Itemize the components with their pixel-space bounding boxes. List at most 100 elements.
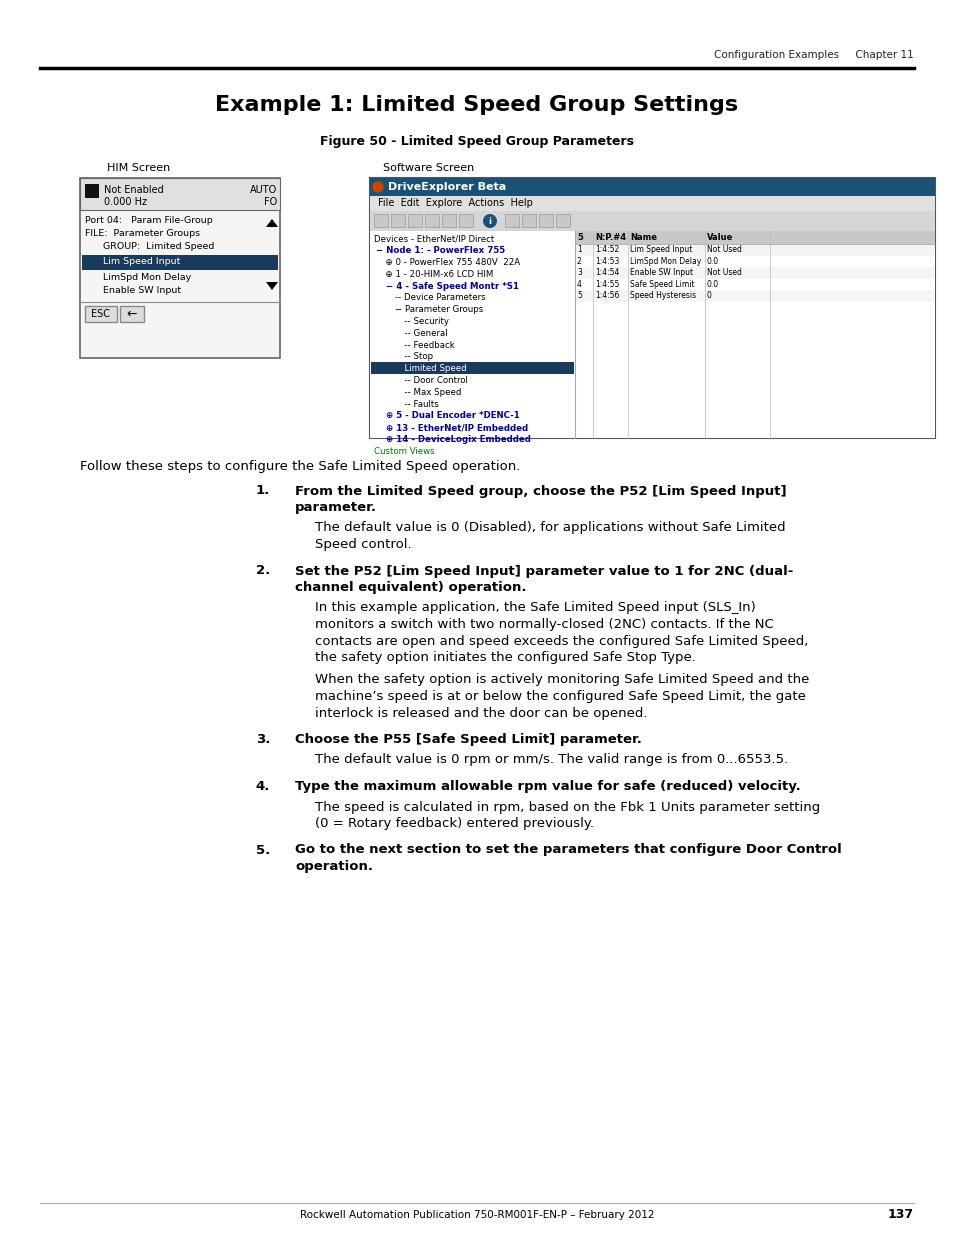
Text: Follow these steps to configure the Safe Limited Speed operation.: Follow these steps to configure the Safe… xyxy=(80,459,519,473)
Bar xyxy=(575,290,934,301)
Text: N:P.#4: N:P.#4 xyxy=(595,233,625,242)
Text: Set the P52 [Lim Speed Input] parameter value to 1 for 2NC (dual-: Set the P52 [Lim Speed Input] parameter … xyxy=(294,564,793,578)
Text: monitors a switch with two normally-closed (2NC) contacts. If the NC: monitors a switch with two normally-clos… xyxy=(314,618,773,631)
Text: Limited Speed: Limited Speed xyxy=(388,364,466,373)
Bar xyxy=(575,279,934,290)
Text: 1:4:56: 1:4:56 xyxy=(595,291,618,300)
Text: 1:4:54: 1:4:54 xyxy=(595,268,618,277)
Text: parameter.: parameter. xyxy=(294,501,376,514)
Text: 5.: 5. xyxy=(255,844,270,857)
Text: 2: 2 xyxy=(577,257,581,266)
Text: Example 1: Limited Speed Group Settings: Example 1: Limited Speed Group Settings xyxy=(215,95,738,115)
Bar xyxy=(85,306,117,322)
Bar xyxy=(391,214,405,227)
Text: Name: Name xyxy=(629,233,657,242)
Text: Lim Speed Input: Lim Speed Input xyxy=(629,246,692,254)
Text: ⊕ 0 - PowerFlex 755 480V  22A: ⊕ 0 - PowerFlex 755 480V 22A xyxy=(379,258,519,267)
Text: -- Feedback: -- Feedback xyxy=(388,341,455,350)
Polygon shape xyxy=(266,282,277,290)
Text: 0.0: 0.0 xyxy=(706,280,719,289)
Text: -- Max Speed: -- Max Speed xyxy=(388,388,461,396)
Text: ESC: ESC xyxy=(91,309,111,319)
Text: File  Edit  Explore  Actions  Help: File Edit Explore Actions Help xyxy=(377,199,533,209)
Bar xyxy=(575,231,934,438)
Text: Speed Hysteresis: Speed Hysteresis xyxy=(629,291,696,300)
Text: ←: ← xyxy=(127,308,137,321)
Text: ⊕ 1 - 20-HIM-x6 LCD HIM: ⊕ 1 - 20-HIM-x6 LCD HIM xyxy=(379,269,493,279)
Text: channel equivalent) operation.: channel equivalent) operation. xyxy=(294,580,526,594)
Text: i: i xyxy=(488,216,491,226)
Text: ⊕ 14 - DeviceLogix Embedded: ⊕ 14 - DeviceLogix Embedded xyxy=(379,435,530,445)
Text: -- Security: -- Security xyxy=(388,317,449,326)
Text: -- Door Control: -- Door Control xyxy=(388,375,467,385)
Text: − 4 - Safe Speed Montr *S1: − 4 - Safe Speed Montr *S1 xyxy=(379,282,518,290)
Text: the safety option initiates the configured Safe Stop Type.: the safety option initiates the configur… xyxy=(314,651,695,664)
Bar xyxy=(538,214,553,227)
Bar xyxy=(370,178,934,196)
Text: From the Limited Speed group, choose the P52 [Lim Speed Input]: From the Limited Speed group, choose the… xyxy=(294,484,786,498)
Text: − Parameter Groups: − Parameter Groups xyxy=(384,305,483,314)
Text: 1:4:55: 1:4:55 xyxy=(595,280,618,289)
Text: 5: 5 xyxy=(577,291,581,300)
Text: -- Faults: -- Faults xyxy=(388,400,438,409)
Text: Lim Speed Input: Lim Speed Input xyxy=(94,258,180,267)
Bar xyxy=(85,184,99,198)
Text: HIM Screen: HIM Screen xyxy=(107,163,170,173)
Text: LimSpd Mon Delay: LimSpd Mon Delay xyxy=(94,273,191,282)
Text: Custom Views: Custom Views xyxy=(374,447,435,456)
Text: When the safety option is actively monitoring Safe Limited Speed and the: When the safety option is actively monit… xyxy=(314,673,808,687)
Text: The speed is calculated in rpm, based on the Fbk 1 Units parameter setting: The speed is calculated in rpm, based on… xyxy=(314,800,820,814)
Bar xyxy=(82,254,277,270)
Text: Configuration Examples     Chapter 11: Configuration Examples Chapter 11 xyxy=(714,49,913,61)
Text: GROUP:  Limited Speed: GROUP: Limited Speed xyxy=(94,242,214,251)
Bar xyxy=(80,178,280,358)
Bar xyxy=(458,214,473,227)
Text: Not Used: Not Used xyxy=(706,246,741,254)
Bar xyxy=(408,214,421,227)
Text: Enable SW Input: Enable SW Input xyxy=(629,268,693,277)
Bar xyxy=(521,214,536,227)
Text: 0: 0 xyxy=(706,291,711,300)
Text: Devices - EtherNet/IP Direct: Devices - EtherNet/IP Direct xyxy=(374,235,494,243)
Bar xyxy=(575,267,934,279)
Text: 1:4:52: 1:4:52 xyxy=(595,246,618,254)
Text: Not Used: Not Used xyxy=(706,268,741,277)
Bar xyxy=(370,196,934,211)
Text: Go to the next section to set the parameters that configure Door Control: Go to the next section to set the parame… xyxy=(294,844,841,857)
Text: machine’s speed is at or below the configured Safe Speed Limit, the gate: machine’s speed is at or below the confi… xyxy=(314,690,805,703)
Bar xyxy=(370,231,934,438)
Text: 4: 4 xyxy=(577,280,581,289)
Text: − Node 1: - PowerFlex 755: − Node 1: - PowerFlex 755 xyxy=(375,246,504,256)
Bar xyxy=(374,214,388,227)
Text: -- Device Parameters: -- Device Parameters xyxy=(384,294,485,303)
Text: The default value is 0 (Disabled), for applications without Safe Limited: The default value is 0 (Disabled), for a… xyxy=(314,521,785,535)
Text: (0 = Rotary feedback) entered previously.: (0 = Rotary feedback) entered previously… xyxy=(314,818,594,830)
Bar xyxy=(370,178,934,438)
Text: 3: 3 xyxy=(577,268,581,277)
Bar xyxy=(371,362,574,374)
Bar xyxy=(80,178,280,210)
Text: 137: 137 xyxy=(887,1209,913,1221)
Text: Port 04:   Param File-Group: Port 04: Param File-Group xyxy=(85,216,213,225)
Text: ⊕ 5 - Dual Encoder *DENC-1: ⊕ 5 - Dual Encoder *DENC-1 xyxy=(379,411,519,420)
Polygon shape xyxy=(266,219,277,227)
Text: 2.: 2. xyxy=(255,564,270,578)
Text: Figure 50 - Limited Speed Group Parameters: Figure 50 - Limited Speed Group Paramete… xyxy=(319,136,634,148)
Text: Enable SW Input: Enable SW Input xyxy=(94,287,181,295)
Text: 4.: 4. xyxy=(255,781,270,793)
Text: Not Enabled: Not Enabled xyxy=(104,185,164,195)
Text: -- General: -- General xyxy=(388,329,447,338)
Text: 1.: 1. xyxy=(255,484,270,498)
Text: FILE:  Parameter Groups: FILE: Parameter Groups xyxy=(85,228,200,238)
Text: The default value is 0 rpm or mm/s. The valid range is from 0...6553.5.: The default value is 0 rpm or mm/s. The … xyxy=(314,753,787,767)
Text: 3.: 3. xyxy=(255,734,270,746)
Circle shape xyxy=(373,182,382,191)
Text: Type the maximum allowable rpm value for safe (reduced) velocity.: Type the maximum allowable rpm value for… xyxy=(294,781,800,793)
Text: Value: Value xyxy=(706,233,733,242)
Text: Rockwell Automation Publication 750-RM001F-EN-P – February 2012: Rockwell Automation Publication 750-RM00… xyxy=(299,1210,654,1220)
Bar xyxy=(441,214,456,227)
Text: -- Stop: -- Stop xyxy=(388,352,433,362)
Text: 0.000 Hz: 0.000 Hz xyxy=(104,198,147,207)
Text: LimSpd Mon Delay: LimSpd Mon Delay xyxy=(629,257,700,266)
Bar xyxy=(575,245,934,256)
